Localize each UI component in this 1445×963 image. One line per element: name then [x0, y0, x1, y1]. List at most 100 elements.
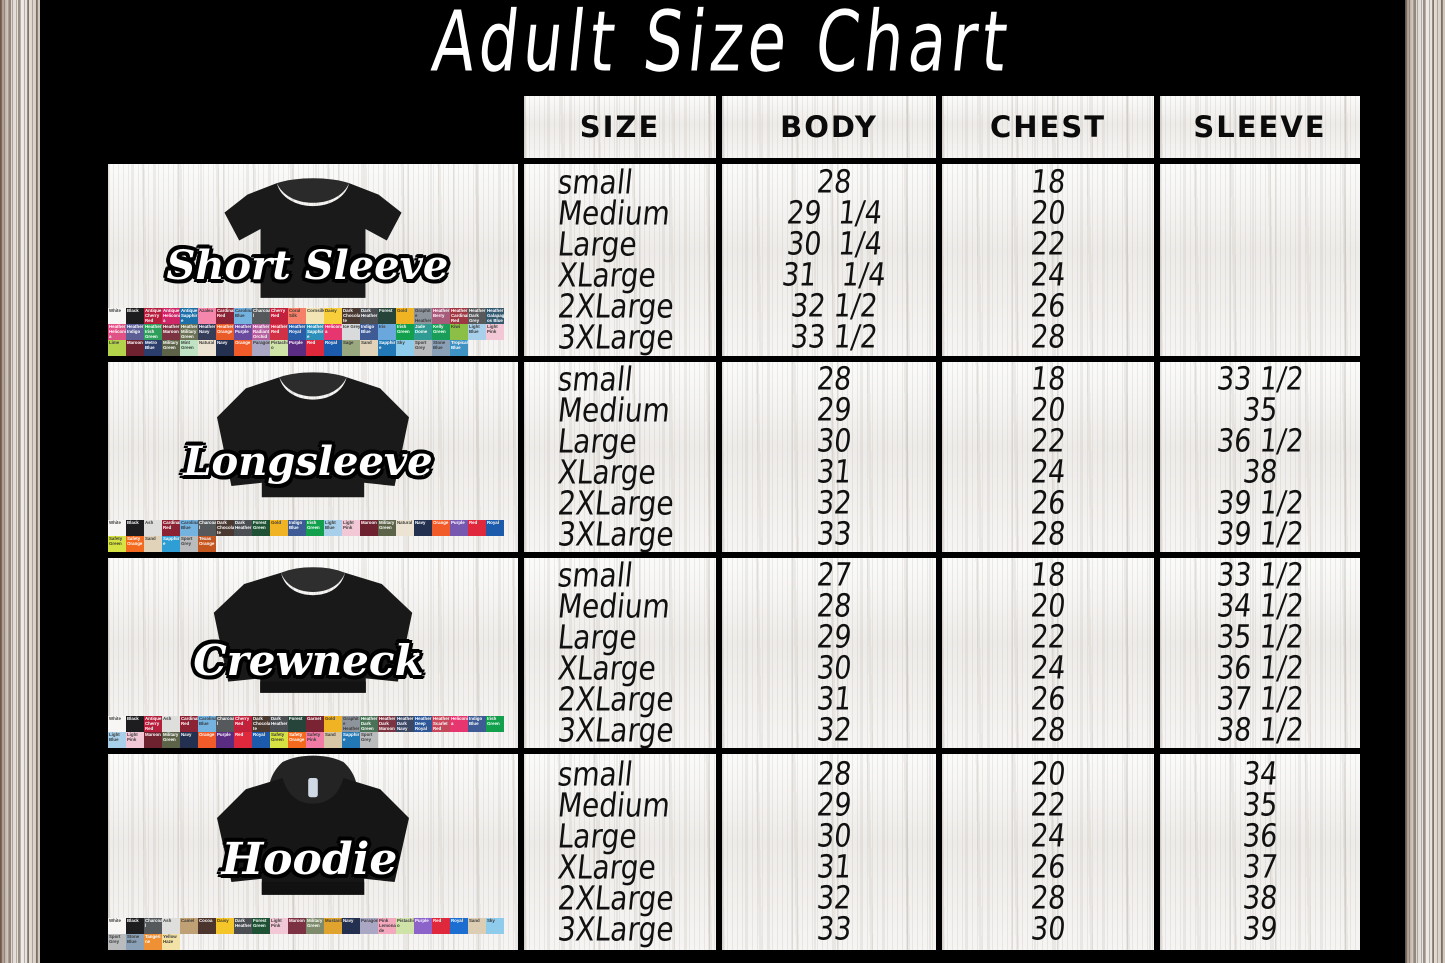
color-swatch-daisy[interactable]: Daisy: [324, 308, 342, 324]
color-swatch-ash[interactable]: Ash: [162, 716, 180, 732]
color-swatch-kiwi[interactable]: Kiwi: [450, 324, 468, 340]
color-swatch-tropical-blue[interactable]: Tropical Blue: [450, 340, 468, 356]
color-swatch-sage[interactable]: Sage: [342, 340, 360, 356]
color-swatch-carolina-blue[interactable]: Carolina Blue: [234, 308, 252, 324]
color-swatch-yellow-haze[interactable]: Yellow Haze: [162, 934, 180, 950]
color-swatch-military-green[interactable]: Military Green: [162, 732, 180, 748]
color-swatch-light-pink[interactable]: Light Pink: [270, 918, 288, 934]
garment-panel-longsleeve[interactable]: Longsleeve White Black Ash Cardinal Red Carol…: [108, 362, 518, 552]
color-swatch-cardinal-red[interactable]: Cardinal Red: [180, 716, 198, 732]
color-swatch-purple[interactable]: Purple: [216, 732, 234, 748]
color-swatch-light-pink[interactable]: Light Pink: [126, 732, 144, 748]
color-swatch-sky[interactable]: Sky: [486, 918, 504, 934]
color-swatch-cocoa[interactable]: Cocoa: [198, 918, 216, 934]
color-swatch-camel[interactable]: Camel: [180, 918, 198, 934]
color-swatch-royal[interactable]: Royal: [252, 732, 270, 748]
color-swatch-cardinal-red[interactable]: Cardinal Red: [162, 520, 180, 536]
color-swatch-charcoal[interactable]: Charcoal: [144, 918, 162, 934]
color-swatch-purple[interactable]: Purple: [414, 918, 432, 934]
color-swatch-ice-grey[interactable]: Ice Grey: [342, 324, 360, 340]
color-swatch-navy[interactable]: Navy: [414, 520, 432, 536]
color-swatch-mustard[interactable]: Mustard: [324, 918, 342, 934]
color-swatch-indigo-blue[interactable]: Indigo Blue: [468, 716, 486, 732]
color-swatch-cherry-red[interactable]: Cherry Red: [270, 308, 288, 324]
color-swatch-cardinal-red[interactable]: Cardinal Red: [216, 308, 234, 324]
color-swatch-charcoal[interactable]: Charcoal: [252, 308, 270, 324]
color-swatch-heather-irish-green[interactable]: Heather Irish Green: [144, 324, 162, 340]
color-swatch-sand[interactable]: Sand: [324, 732, 342, 748]
color-swatch-white[interactable]: White: [108, 918, 126, 934]
color-swatch-safety-green[interactable]: Safety Green: [270, 732, 288, 748]
color-swatch-indigo-blue[interactable]: Indigo Blue: [288, 520, 306, 536]
color-swatch-light-blue[interactable]: Light Blue: [324, 520, 342, 536]
color-swatch-paragon[interactable]: Paragon: [252, 340, 270, 356]
color-swatch-coral-silk[interactable]: Coral Silk: [288, 308, 306, 324]
color-swatch-ash[interactable]: Ash: [162, 918, 180, 934]
color-swatch-graphite-heather[interactable]: Graphite Heather: [414, 308, 432, 324]
color-swatch-graphite-heather[interactable]: Graphite Heather: [342, 716, 360, 732]
color-swatch-antique-cherry-red[interactable]: Antique Cherry Red: [144, 308, 162, 324]
color-swatch-red[interactable]: Red: [432, 918, 450, 934]
color-swatch-black[interactable]: Black: [126, 520, 144, 536]
color-swatch-sport-grey[interactable]: Sport Grey: [108, 934, 126, 950]
color-swatch-heliconia[interactable]: Heliconia: [450, 716, 468, 732]
color-swatch-sand[interactable]: Sand: [360, 340, 378, 356]
color-swatch-navy[interactable]: Navy: [180, 732, 198, 748]
color-swatch-orange[interactable]: Orange: [432, 520, 450, 536]
color-swatch-gold[interactable]: Gold: [396, 308, 414, 324]
color-swatch-navy[interactable]: Navy: [342, 918, 360, 934]
color-swatch-military-green[interactable]: Military Green: [162, 340, 180, 356]
color-swatch-heather-scarlet-red[interactable]: Heather Scarlet Red: [432, 716, 450, 732]
color-swatch-heather-purple[interactable]: Heather Purple: [234, 324, 252, 340]
color-swatch-kelly-green[interactable]: Kelly Green: [432, 324, 450, 340]
color-swatch-sapphire[interactable]: Sapphire: [378, 340, 396, 356]
color-swatch-pistachio[interactable]: Pistachio: [396, 918, 414, 934]
color-swatch-safety-green[interactable]: Safety Green: [108, 536, 126, 552]
color-swatch-charcoal[interactable]: Charcoal: [198, 520, 216, 536]
color-swatch-sport-grey[interactable]: Sport Grey: [180, 536, 198, 552]
color-swatch-cornsilk[interactable]: Cornsilk: [306, 308, 324, 324]
color-swatch-heather-maroon[interactable]: Heather Maroon: [162, 324, 180, 340]
color-swatch-sport-grey[interactable]: Sport Grey: [414, 340, 432, 356]
color-swatch-military-green[interactable]: Military Green: [306, 918, 324, 934]
color-swatch-heather-dark-green[interactable]: Heather Dark Green: [360, 716, 378, 732]
color-swatch-heather-dark-navy[interactable]: Heather Dark Navy: [396, 716, 414, 732]
color-swatch-heather-navy[interactable]: Heather Navy: [198, 324, 216, 340]
color-swatch-heather-galapagos-blue[interactable]: Heather Galapagos Blue: [486, 308, 504, 324]
color-swatch-white[interactable]: White: [108, 308, 126, 324]
color-swatch-dark-heather[interactable]: Dark Heather: [270, 716, 288, 732]
color-swatch-mint-green[interactable]: Mint Green: [180, 340, 198, 356]
color-swatch-maroon[interactable]: Maroon: [360, 520, 378, 536]
color-swatch-heather-military-green[interactable]: Heather Military Green: [180, 324, 198, 340]
color-swatch-red[interactable]: Red: [306, 340, 324, 356]
color-swatch-safety-pink[interactable]: Safety Pink: [306, 732, 324, 748]
color-swatch-daisy[interactable]: Daisy: [216, 918, 234, 934]
color-swatch-heather-dark-grey[interactable]: Heather Dark Grey: [468, 308, 486, 324]
color-swatch-maroon[interactable]: Maroon: [288, 918, 306, 934]
color-swatch-irish-green[interactable]: Irish Green: [396, 324, 414, 340]
color-swatch-antique-heliconia[interactable]: Antique Heliconia: [162, 308, 180, 324]
color-swatch-indigo-blue[interactable]: Indigo Blue: [360, 324, 378, 340]
color-swatch-dark-chocolate[interactable]: Dark Chocolate: [342, 308, 360, 324]
color-swatch-royal[interactable]: Royal: [324, 340, 342, 356]
color-swatch-azalea[interactable]: Azalea: [198, 308, 216, 324]
color-swatch-forest-green[interactable]: Forest Green: [252, 520, 270, 536]
color-swatch-garnet[interactable]: Garnet: [306, 716, 324, 732]
color-swatch-heather-dark-maroon[interactable]: Heather Dark Maroon: [378, 716, 396, 732]
color-swatch-forest[interactable]: Forest: [288, 716, 306, 732]
color-swatch-lime[interactable]: Lime: [108, 340, 126, 356]
color-swatch-dark-chocolate[interactable]: Dark Chocolate: [252, 716, 270, 732]
color-swatch-heather-indigo[interactable]: Heather Indigo: [126, 324, 144, 340]
color-swatch-black[interactable]: Black: [126, 308, 144, 324]
color-swatch-forest-green[interactable]: Forest Green: [252, 918, 270, 934]
color-swatch-military-green[interactable]: Military Green: [378, 520, 396, 536]
color-swatch-dark-heather[interactable]: Dark Heather: [360, 308, 378, 324]
color-swatch-dark-heather[interactable]: Dark Heather: [234, 520, 252, 536]
color-swatch-paragon[interactable]: Paragon: [360, 918, 378, 934]
color-swatch-safety-orange[interactable]: Safety Orange: [288, 732, 306, 748]
color-swatch-heather-cardinal-red[interactable]: Heather Cardinal Red: [450, 308, 468, 324]
color-swatch-heather-red[interactable]: Heather Red: [270, 324, 288, 340]
color-swatch-jade-dome[interactable]: Jade Dome: [414, 324, 432, 340]
color-swatch-antique-cherry-red[interactable]: Antique Cherry Red: [144, 716, 162, 732]
color-swatch-heather-orange[interactable]: Heather Orange: [216, 324, 234, 340]
